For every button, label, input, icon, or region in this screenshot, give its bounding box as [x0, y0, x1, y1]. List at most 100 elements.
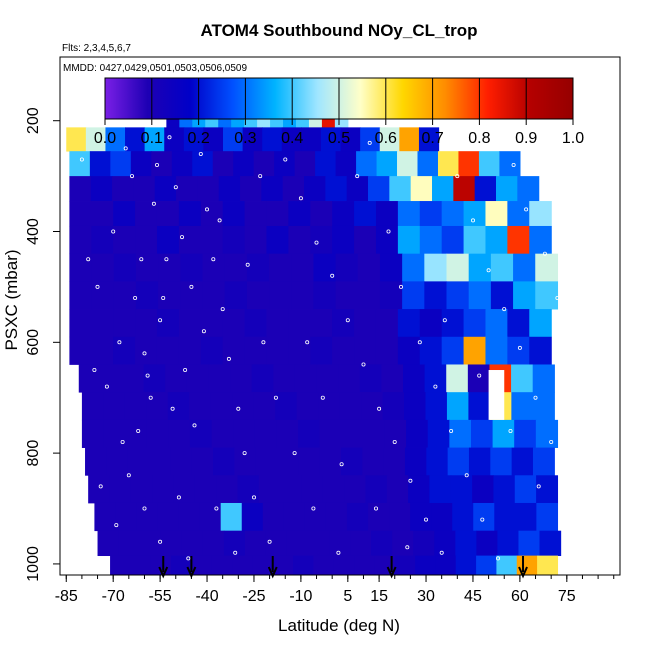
heatmap-cell	[446, 364, 469, 393]
y-tick-label: 800	[25, 440, 42, 467]
heatmap-cell	[332, 225, 355, 255]
observation-point	[133, 295, 138, 300]
heatmap-cell	[255, 447, 278, 476]
colorbar-tick-label: 0.5	[328, 130, 350, 147]
colorbar-tick-label: 0.9	[515, 130, 537, 147]
heatmap-cell	[452, 502, 474, 532]
heatmap-cell	[511, 392, 534, 421]
heatmap-cell	[81, 419, 105, 448]
heatmap-cell	[485, 336, 508, 365]
heatmap-cell	[301, 127, 322, 152]
heatmap-cell	[181, 530, 204, 557]
heatmap-cell	[275, 392, 298, 421]
heatmap-cell	[419, 201, 443, 227]
heatmap-cell	[496, 176, 518, 202]
heatmap-cell	[434, 530, 456, 557]
heatmap-cell	[197, 176, 220, 202]
observation-point	[204, 207, 209, 212]
observation-point	[136, 428, 141, 433]
heatmap-cell	[432, 176, 454, 202]
heatmap-cell	[135, 309, 158, 338]
heatmap-cell	[222, 336, 246, 365]
heatmap-cell	[298, 447, 321, 476]
heatmap-cell	[535, 281, 559, 310]
observation-point	[158, 318, 163, 323]
heatmap-cell	[485, 225, 508, 255]
observation-point	[139, 257, 144, 262]
y-tick-label: 600	[25, 329, 42, 356]
heatmap-cell	[125, 419, 148, 448]
observation-point	[104, 384, 109, 389]
heatmap-cell	[339, 392, 362, 421]
heatmap-cell	[386, 475, 409, 504]
observation-point	[217, 218, 222, 223]
heatmap-cell	[135, 225, 158, 255]
heatmap-cell	[516, 555, 538, 576]
heatmap-cell	[431, 502, 453, 532]
heatmap-cell	[151, 151, 173, 177]
heatmap-cell	[359, 364, 382, 393]
flight-arrow	[386, 556, 397, 579]
heatmap-cell	[294, 364, 318, 393]
colorbar-tick-label: 1.0	[562, 130, 584, 147]
heatmap-cell	[69, 336, 92, 365]
heatmap-cell	[282, 176, 305, 202]
heatmap-cell	[103, 419, 126, 448]
heatmap-cell	[103, 392, 126, 421]
heatmap-cell	[222, 225, 246, 255]
heatmap-cell	[200, 225, 224, 255]
heatmap-cell	[494, 502, 516, 532]
heatmap-cell	[266, 225, 289, 255]
colorbar-tick-label: 0.6	[375, 130, 397, 147]
heatmap-cell	[455, 555, 477, 576]
heatmap-cell	[253, 392, 276, 421]
heatmap-cell	[403, 364, 426, 393]
x-tick-label: -25	[242, 588, 265, 605]
heatmap-cell	[183, 127, 205, 152]
heatmap-cell	[313, 555, 335, 576]
heatmap-cell	[158, 281, 181, 310]
heatmap-cell	[335, 253, 359, 282]
heatmap-cell	[253, 151, 275, 177]
x-tick-label: 5	[343, 588, 352, 605]
heatmap-cell	[244, 309, 268, 338]
heatmap-cell	[319, 419, 342, 448]
x-tick-label: 15	[370, 588, 388, 605]
heatmap-cell	[325, 176, 348, 202]
heatmap-cell	[156, 309, 180, 338]
heatmap-cell	[397, 151, 419, 177]
heatmap-cell	[463, 336, 487, 365]
observation-point	[549, 439, 554, 444]
heatmap-cell	[178, 336, 202, 365]
heatmap-cell	[254, 419, 278, 448]
heatmap-cell	[455, 530, 477, 557]
heatmap-cell	[85, 127, 107, 152]
heatmap-cell	[180, 253, 204, 282]
heatmap-cell	[202, 530, 225, 557]
heatmap-cell	[91, 281, 115, 310]
observation-point	[79, 157, 84, 162]
heatmap-cell	[200, 336, 224, 365]
heatmap-cell	[125, 127, 146, 152]
heatmap-cell	[315, 151, 337, 177]
heatmap-cell	[269, 281, 292, 310]
heatmap-cell	[441, 309, 465, 338]
heatmap	[66, 101, 562, 576]
heatmap-cell	[441, 201, 465, 227]
observation-point	[433, 384, 438, 389]
heatmap-cell	[244, 530, 267, 557]
observation-point	[464, 473, 469, 478]
heatmap-cell	[203, 127, 224, 152]
observation-point	[258, 174, 263, 179]
heatmap-cell	[472, 475, 495, 504]
heatmap-cell	[143, 364, 166, 393]
heatmap-cell	[274, 151, 296, 177]
heatmap-cell	[261, 176, 284, 202]
heatmap-cell	[493, 475, 516, 504]
missing-data-gap	[488, 370, 505, 420]
heatmap-cell	[160, 530, 183, 557]
observation-point	[392, 439, 397, 444]
heatmap-cell	[113, 253, 137, 282]
chart-title: ATOM4 Southbound NOy_CL_trop	[200, 21, 477, 40]
